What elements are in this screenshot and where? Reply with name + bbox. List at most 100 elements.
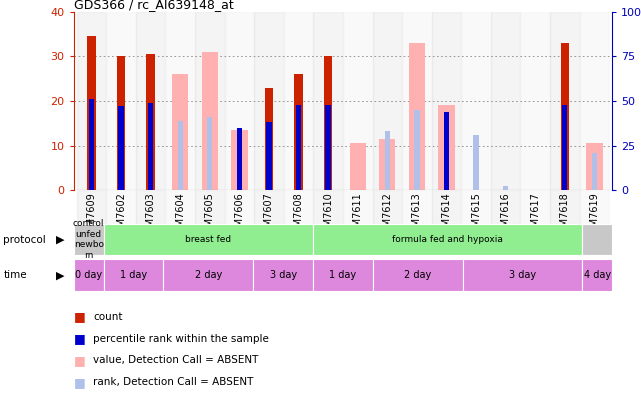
Bar bbox=[224, 190, 254, 224]
Text: 3 day: 3 day bbox=[509, 270, 536, 280]
Bar bbox=[582, 259, 612, 291]
Text: GSM7619: GSM7619 bbox=[590, 192, 599, 238]
Text: formula fed and hypoxia: formula fed and hypoxia bbox=[392, 235, 503, 244]
Bar bbox=[592, 152, 597, 190]
Text: GSM7613: GSM7613 bbox=[412, 192, 422, 238]
Text: GSM7612: GSM7612 bbox=[382, 192, 392, 239]
Bar bbox=[117, 56, 125, 190]
Bar bbox=[77, 190, 106, 224]
Bar bbox=[106, 190, 136, 224]
Text: GSM7614: GSM7614 bbox=[442, 192, 451, 238]
Bar bbox=[491, 190, 520, 224]
Text: GSM7618: GSM7618 bbox=[560, 192, 570, 238]
Text: protocol: protocol bbox=[3, 234, 46, 245]
Bar bbox=[579, 12, 609, 190]
Bar bbox=[224, 12, 254, 190]
Text: GDS366 / rc_AI639148_at: GDS366 / rc_AI639148_at bbox=[74, 0, 233, 11]
Bar bbox=[237, 129, 242, 190]
Bar bbox=[372, 12, 402, 190]
Text: GSM7606: GSM7606 bbox=[235, 192, 244, 238]
Bar bbox=[402, 190, 431, 224]
Bar bbox=[207, 117, 212, 190]
Bar bbox=[87, 36, 96, 190]
Bar bbox=[444, 112, 449, 190]
Text: breast fed: breast fed bbox=[185, 235, 231, 244]
Bar bbox=[163, 259, 253, 291]
Bar bbox=[463, 259, 582, 291]
Bar bbox=[104, 224, 313, 255]
Text: GSM7615: GSM7615 bbox=[471, 192, 481, 239]
Bar bbox=[462, 190, 491, 224]
Text: GSM7609: GSM7609 bbox=[87, 192, 96, 238]
Bar bbox=[438, 105, 454, 190]
Bar bbox=[462, 12, 491, 190]
Bar bbox=[178, 120, 183, 190]
Bar bbox=[74, 224, 104, 255]
Text: count: count bbox=[93, 312, 122, 322]
Bar bbox=[373, 259, 463, 291]
Bar bbox=[202, 52, 218, 190]
Bar bbox=[431, 12, 462, 190]
Bar bbox=[165, 190, 195, 224]
Bar bbox=[106, 12, 136, 190]
Bar bbox=[74, 259, 104, 291]
Text: ■: ■ bbox=[74, 310, 85, 323]
Bar bbox=[136, 12, 165, 190]
Bar bbox=[165, 12, 195, 190]
Bar bbox=[231, 130, 247, 190]
Bar bbox=[550, 12, 579, 190]
Bar bbox=[266, 122, 272, 190]
Bar bbox=[119, 106, 124, 190]
Bar bbox=[579, 190, 609, 224]
Bar bbox=[474, 135, 479, 190]
Text: GSM7607: GSM7607 bbox=[264, 192, 274, 239]
Text: 0 day: 0 day bbox=[75, 270, 102, 280]
Bar bbox=[148, 103, 153, 190]
Text: GSM7617: GSM7617 bbox=[530, 192, 540, 239]
Text: GSM7610: GSM7610 bbox=[323, 192, 333, 238]
Bar bbox=[253, 259, 313, 291]
Bar bbox=[409, 43, 425, 190]
Bar bbox=[372, 190, 402, 224]
Bar bbox=[104, 259, 163, 291]
Bar bbox=[254, 12, 284, 190]
Text: ▶: ▶ bbox=[56, 270, 65, 280]
Bar bbox=[195, 190, 224, 224]
Bar bbox=[254, 190, 284, 224]
Bar bbox=[89, 99, 94, 190]
Bar bbox=[265, 88, 273, 190]
Bar bbox=[503, 186, 508, 190]
Bar bbox=[172, 74, 188, 190]
Bar bbox=[326, 105, 331, 190]
Text: GSM7602: GSM7602 bbox=[116, 192, 126, 239]
Text: percentile rank within the sample: percentile rank within the sample bbox=[93, 333, 269, 344]
Text: 2 day: 2 day bbox=[195, 270, 222, 280]
Bar bbox=[444, 112, 449, 190]
Text: ■: ■ bbox=[74, 332, 85, 345]
Text: time: time bbox=[3, 270, 27, 280]
Bar bbox=[284, 12, 313, 190]
Text: GSM7611: GSM7611 bbox=[353, 192, 363, 238]
Text: ■: ■ bbox=[74, 354, 85, 367]
Text: value, Detection Call = ABSENT: value, Detection Call = ABSENT bbox=[93, 355, 258, 366]
Bar bbox=[294, 74, 303, 190]
Bar bbox=[136, 190, 165, 224]
Bar bbox=[296, 105, 301, 190]
Text: GSM7605: GSM7605 bbox=[205, 192, 215, 239]
Bar bbox=[195, 12, 224, 190]
Bar bbox=[313, 224, 582, 255]
Text: 1 day: 1 day bbox=[329, 270, 356, 280]
Bar bbox=[402, 12, 431, 190]
Text: GSM7616: GSM7616 bbox=[501, 192, 511, 238]
Bar bbox=[491, 12, 520, 190]
Bar bbox=[313, 190, 343, 224]
Text: GSM7608: GSM7608 bbox=[294, 192, 304, 238]
Bar bbox=[520, 190, 550, 224]
Bar bbox=[561, 43, 569, 190]
Bar bbox=[562, 105, 567, 190]
Text: GSM7603: GSM7603 bbox=[146, 192, 156, 238]
Bar bbox=[349, 143, 366, 190]
Text: 4 day: 4 day bbox=[584, 270, 611, 280]
Bar bbox=[520, 12, 550, 190]
Bar bbox=[237, 128, 242, 190]
